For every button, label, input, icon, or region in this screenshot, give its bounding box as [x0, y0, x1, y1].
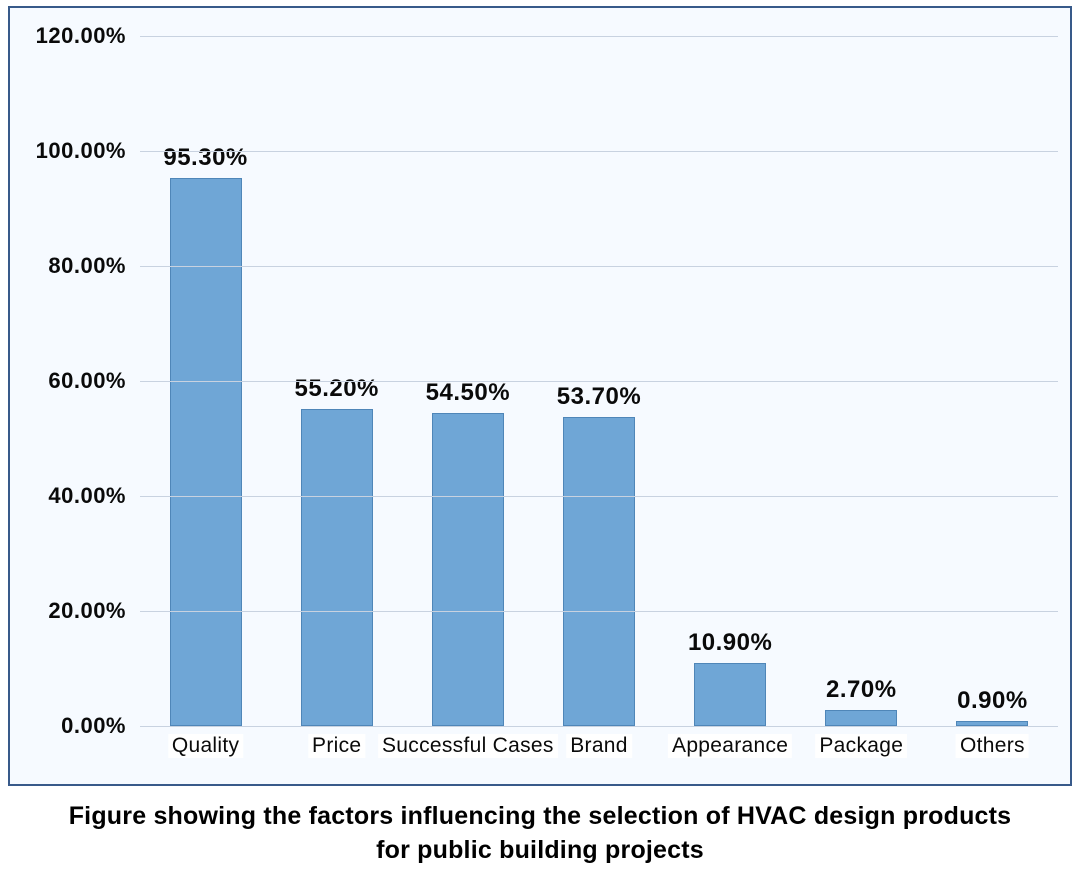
y-tick-label: 80.00%	[48, 253, 126, 279]
y-tick-label: 100.00%	[36, 138, 126, 164]
bar-value-label: 53.70%	[557, 383, 641, 417]
bar	[170, 178, 242, 726]
y-tick-label: 60.00%	[48, 368, 126, 394]
figure-caption: Figure showing the factors influencing t…	[0, 800, 1080, 868]
x-category-label: Quality	[168, 734, 243, 758]
gridline	[140, 266, 1058, 267]
x-category-label: Successful Cases	[378, 734, 558, 758]
gridline	[140, 726, 1058, 727]
x-category-label: Brand	[566, 734, 632, 758]
y-tick-label: 20.00%	[48, 598, 126, 624]
bar-value-label: 2.70%	[826, 676, 897, 710]
y-tick-label: 40.00%	[48, 483, 126, 509]
bar-value-label: 55.20%	[295, 375, 379, 409]
bar	[825, 710, 897, 726]
bar	[563, 417, 635, 726]
bar	[301, 409, 373, 726]
figure-root: 95.30% 55.20% 54.50% 53.70% 10.90% 2.70% 0.90%…	[0, 0, 1080, 884]
plot-area: 95.30% 55.20% 54.50% 53.70% 10.90% 2.70% 0.90%…	[140, 36, 1058, 726]
chart-frame: 95.30% 55.20% 54.50% 53.70% 10.90% 2.70% 0.90%…	[8, 6, 1072, 786]
bar	[432, 413, 504, 726]
bar-value-label: 0.90%	[957, 687, 1028, 721]
bar-value-label: 95.30%	[163, 144, 247, 178]
x-category-label: Others	[956, 734, 1029, 758]
gridline	[140, 151, 1058, 152]
x-category-label: Price	[308, 734, 365, 758]
bar	[694, 663, 766, 726]
bar-value-label: 10.90%	[688, 629, 772, 663]
gridline	[140, 36, 1058, 37]
x-category-label: Package	[815, 734, 907, 758]
gridline	[140, 611, 1058, 612]
gridline	[140, 381, 1058, 382]
bar-value-label: 54.50%	[426, 379, 510, 413]
y-tick-label: 0.00%	[61, 713, 126, 739]
x-axis-labels: Quality Price Successful Cases Brand Appeara…	[140, 726, 1058, 776]
x-category-label: Appearance	[668, 734, 792, 758]
y-tick-label: 120.00%	[36, 23, 126, 49]
gridline	[140, 496, 1058, 497]
